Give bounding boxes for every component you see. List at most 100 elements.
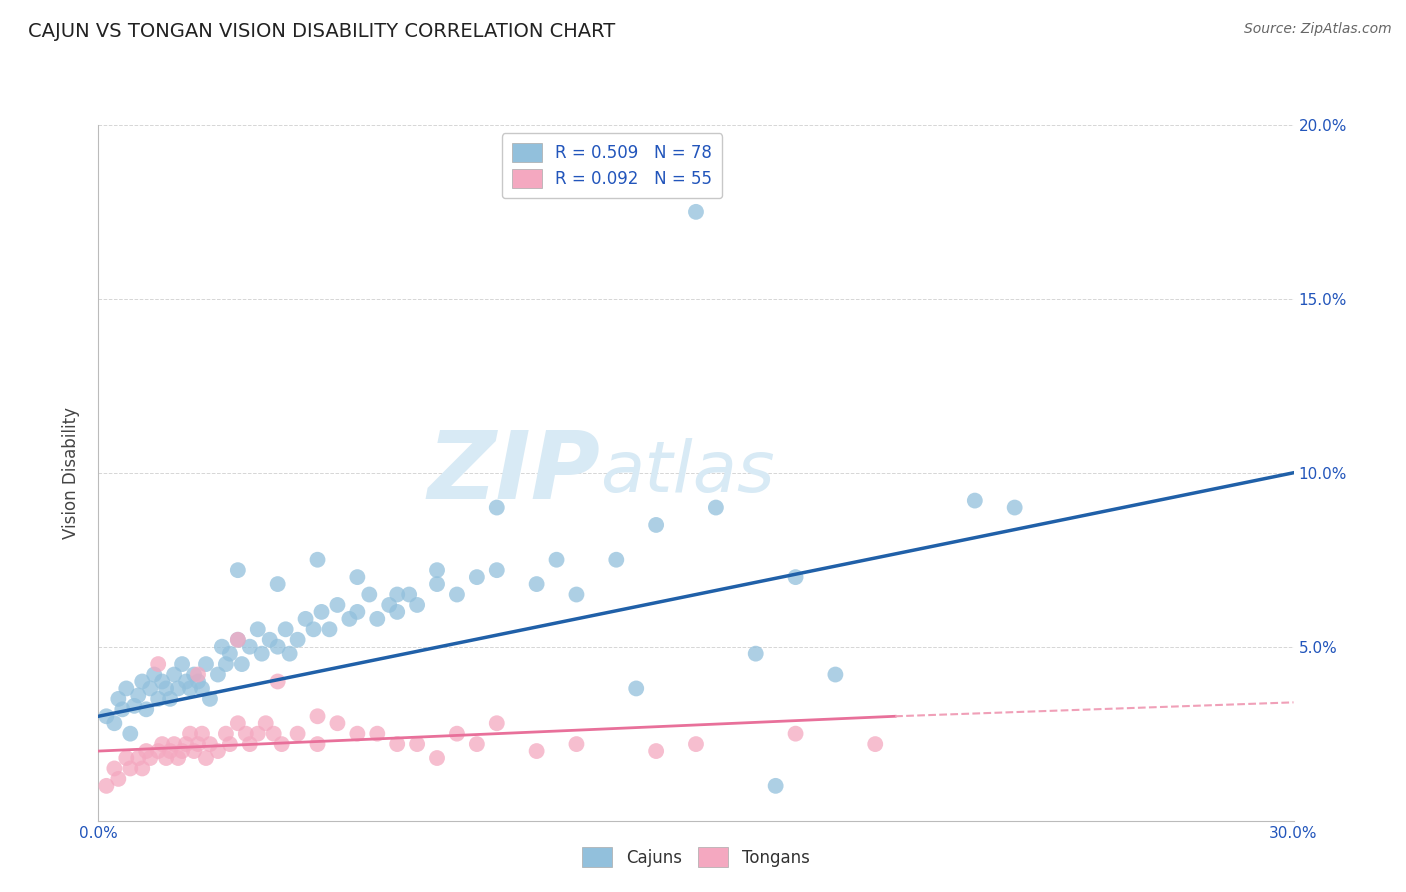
Point (546, 552, 568, 567)
Point (278, 647, 301, 661)
Point (339, 612, 360, 626)
Point (645, 744, 668, 758)
Point (785, 726, 807, 740)
Point (120, 726, 142, 740)
Point (195, 657, 218, 671)
Point (226, 632, 249, 647)
Point (294, 612, 316, 626)
Point (159, 692, 181, 706)
Point (565, 737, 588, 751)
Point (96, 709, 118, 723)
Point (139, 751, 162, 765)
Point (150, 674, 173, 689)
Point (259, 632, 281, 647)
Point (267, 640, 290, 654)
Point (195, 751, 218, 765)
Point (103, 716, 125, 731)
Point (485, 716, 508, 731)
Point (765, 779, 787, 793)
Point (446, 726, 468, 740)
Point (1004, 500, 1026, 515)
Point (120, 761, 142, 775)
Point (148, 692, 170, 706)
Point (150, 737, 173, 751)
Point (131, 674, 153, 689)
Point (135, 744, 157, 758)
Point (172, 744, 194, 758)
Point (219, 737, 242, 751)
Point (346, 726, 368, 740)
Point (824, 667, 846, 681)
Point (191, 681, 214, 696)
Point (287, 632, 309, 647)
Point (143, 667, 166, 681)
Point (179, 681, 201, 696)
Point (565, 587, 588, 601)
Point (267, 577, 290, 591)
Point (307, 709, 329, 723)
Point (183, 744, 205, 758)
Point (198, 692, 221, 706)
Point (605, 552, 627, 567)
Point (219, 647, 242, 661)
Point (398, 587, 420, 601)
Point (311, 605, 333, 619)
Y-axis label: Vision Disability: Vision Disability (62, 407, 80, 539)
Point (207, 744, 229, 758)
Point (426, 577, 449, 591)
Point (346, 570, 368, 584)
Point (318, 623, 340, 637)
Point (366, 612, 388, 626)
Point (745, 647, 768, 661)
Point (426, 563, 449, 577)
Point (226, 563, 249, 577)
Point (231, 657, 253, 671)
Point (485, 563, 508, 577)
Point (103, 761, 125, 775)
Point (139, 681, 162, 696)
Point (485, 500, 508, 515)
Point (198, 737, 221, 751)
Point (326, 716, 349, 731)
Point (326, 598, 349, 612)
Point (307, 737, 329, 751)
Point (426, 751, 449, 765)
Point (187, 737, 209, 751)
Point (626, 681, 648, 696)
Point (226, 716, 249, 731)
Point (274, 623, 297, 637)
Point (174, 737, 197, 751)
Point (704, 500, 727, 515)
Point (163, 737, 186, 751)
Point (115, 681, 138, 696)
Point (148, 744, 170, 758)
Point (211, 640, 233, 654)
Point (107, 772, 129, 786)
Point (246, 623, 269, 637)
Point (302, 623, 325, 637)
Point (111, 702, 134, 716)
Text: atlas: atlas (600, 438, 775, 508)
Point (163, 667, 186, 681)
Point (785, 570, 807, 584)
Point (366, 726, 388, 740)
Point (215, 657, 238, 671)
Point (685, 205, 707, 219)
Point (235, 726, 257, 740)
Point (645, 517, 668, 532)
Point (246, 726, 269, 740)
Point (174, 674, 197, 689)
Point (863, 737, 887, 751)
Point (167, 751, 190, 765)
Point (107, 692, 129, 706)
Point (346, 605, 368, 619)
Point (287, 726, 309, 740)
Point (179, 726, 201, 740)
Point (96, 779, 118, 793)
Text: ZIP: ZIP (427, 426, 600, 519)
Point (155, 681, 177, 696)
Point (239, 737, 262, 751)
Point (131, 761, 153, 775)
Text: Source: ZipAtlas.com: Source: ZipAtlas.com (1244, 22, 1392, 37)
Point (465, 737, 488, 751)
